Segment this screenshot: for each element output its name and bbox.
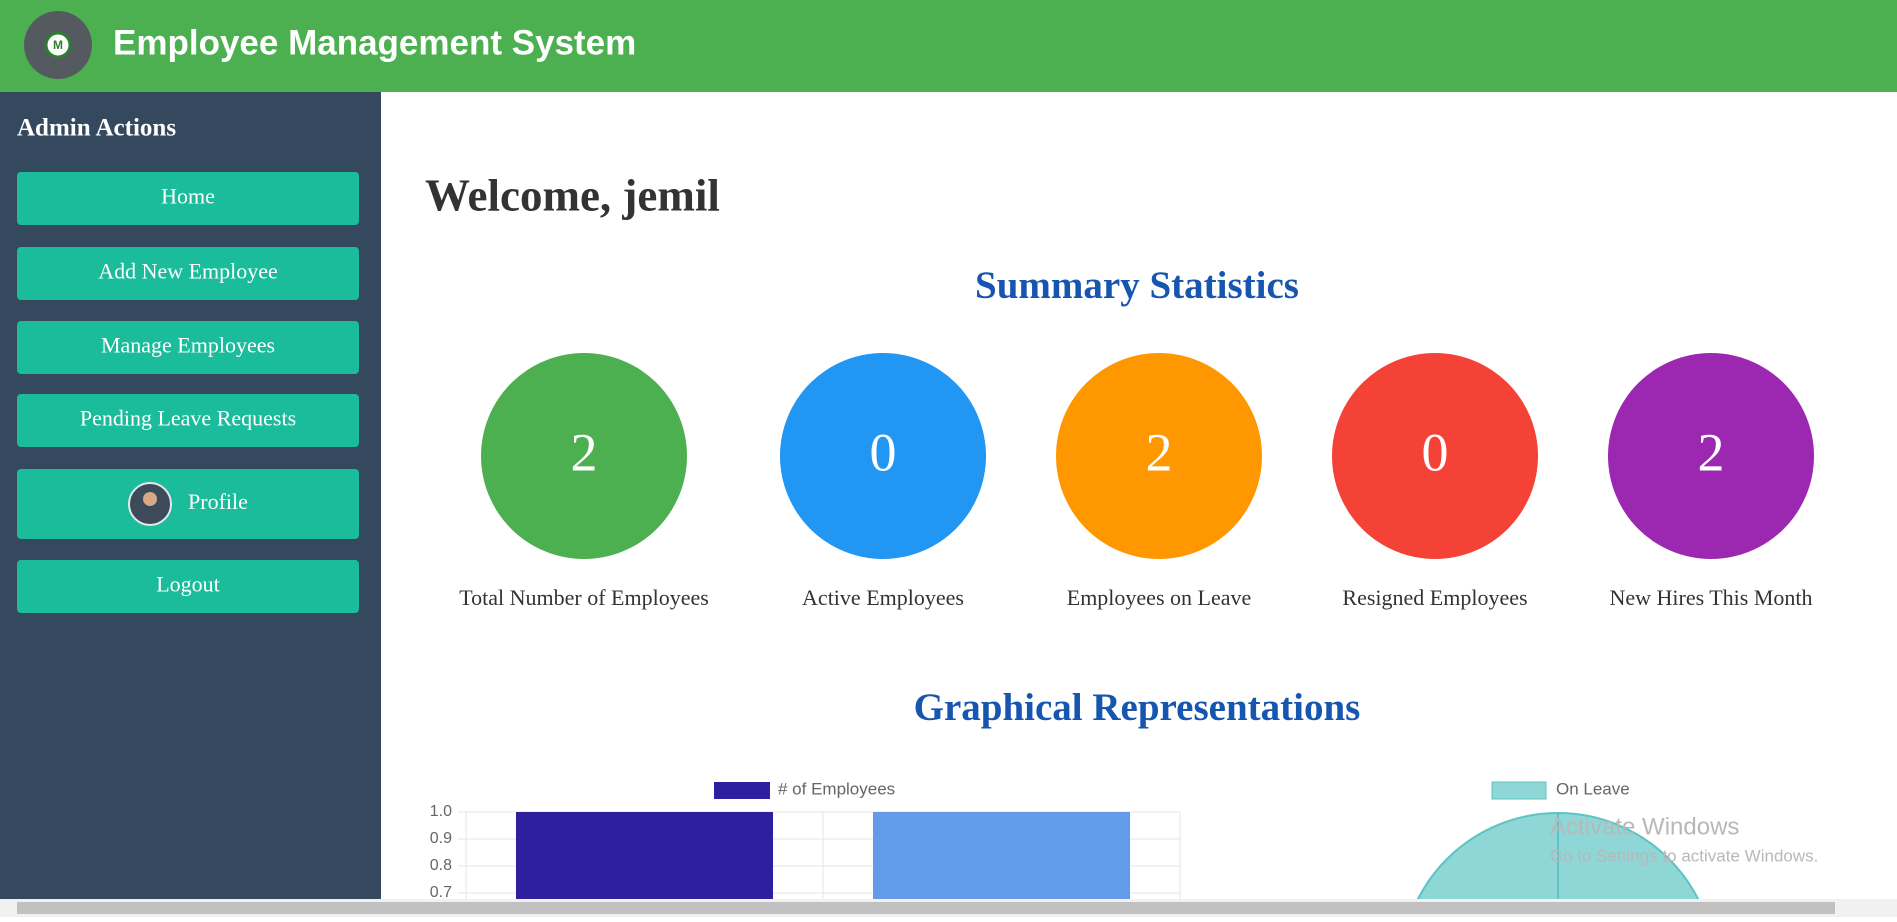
- nav-button-label: Logout: [156, 572, 220, 597]
- stat-label: Employees on Leave: [1067, 585, 1252, 610]
- nav-button-label: Profile: [188, 489, 248, 514]
- logo-letter: M: [53, 38, 63, 52]
- bar: [515, 812, 774, 899]
- stat-circle: [1608, 353, 1814, 559]
- watermark-subtitle: Go to Settings to activate Windows.: [1550, 846, 1818, 865]
- nav-button[interactable]: [17, 394, 359, 447]
- avatar-face: [143, 492, 157, 506]
- stat-value: 2: [1146, 422, 1173, 482]
- nav-button-label: Pending Leave Requests: [80, 406, 296, 431]
- bar: [872, 812, 1131, 899]
- stat-circle: [780, 353, 986, 559]
- y-tick-label: 0.8: [430, 857, 452, 874]
- legend-swatch: [1491, 781, 1547, 800]
- stat-value: 0: [1422, 422, 1449, 482]
- stat-label: Resigned Employees: [1342, 585, 1527, 610]
- y-tick-label: 0.9: [430, 830, 452, 847]
- logo-inner: [44, 31, 72, 59]
- nav-button-label: Manage Employees: [101, 333, 275, 358]
- summary-title: Summary Statistics: [975, 264, 1299, 307]
- watermark-title: Activate Windows: [1550, 813, 1739, 840]
- nav-button[interactable]: [17, 560, 359, 613]
- scrollbar-thumb[interactable]: [17, 902, 1835, 914]
- stat-value: 0: [870, 422, 897, 482]
- app-title: Employee Management System: [113, 23, 636, 62]
- stat-value: 2: [1698, 422, 1725, 482]
- y-tick-label: 1.0: [430, 803, 452, 820]
- legend-label: On Leave: [1556, 779, 1630, 798]
- welcome: Welcome, jemil: [425, 170, 720, 220]
- nav-button-label: Add New Employee: [98, 259, 278, 284]
- stat-label: Total Number of Employees: [459, 585, 709, 610]
- legend-label: # of Employees: [778, 779, 895, 798]
- nav-button-label: Home: [161, 184, 215, 209]
- nav-button[interactable]: [17, 469, 359, 539]
- nav-button[interactable]: [17, 247, 359, 300]
- header-bar: [0, 0, 1897, 92]
- stat-label: New Hires This Month: [1609, 585, 1812, 610]
- stat-circle: [1056, 353, 1262, 559]
- stat-label: Active Employees: [802, 585, 964, 610]
- nav-button[interactable]: [17, 321, 359, 374]
- stat-circle: [481, 353, 687, 559]
- stat-circle: [1332, 353, 1538, 559]
- graphs-title: Graphical Representations: [914, 686, 1361, 729]
- stat-value: 2: [571, 422, 598, 482]
- nav-button[interactable]: [17, 172, 359, 225]
- y-tick-label: 0.7: [430, 884, 452, 901]
- legend-swatch: [714, 782, 770, 799]
- sidebar-title: Admin Actions: [17, 115, 176, 142]
